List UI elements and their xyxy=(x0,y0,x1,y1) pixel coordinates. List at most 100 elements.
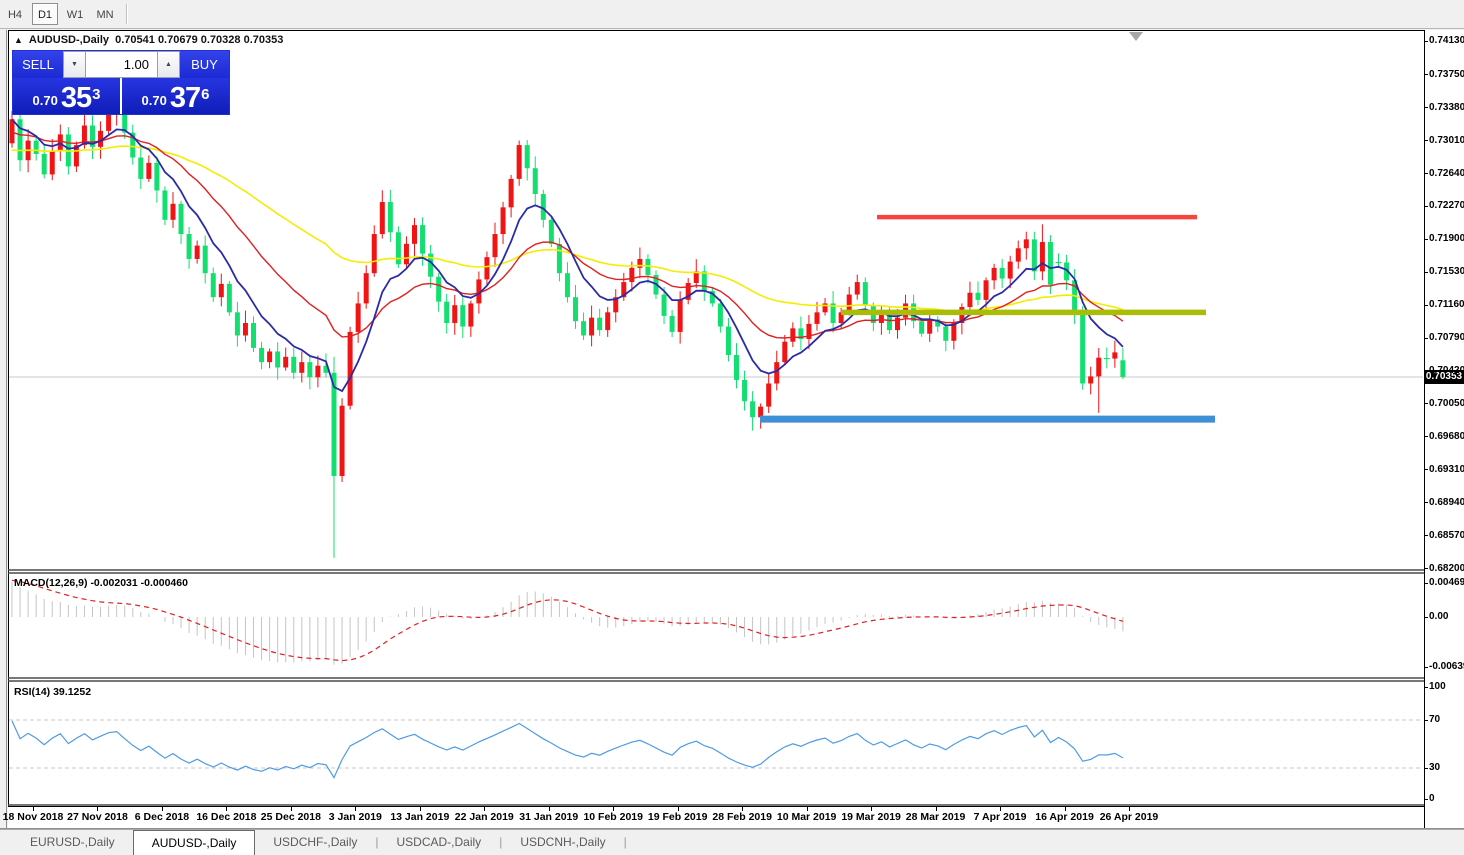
sell-price-prefix: 0.70 xyxy=(32,93,58,108)
one-click-trading-widget: SELL ▼ ▲ BUY 0.70 35 3 0.70 37 6 xyxy=(12,50,230,115)
price-axis-tick xyxy=(1424,337,1428,339)
chart-symbol-label: AUDUSD-,Daily xyxy=(28,34,109,46)
sell-price-panel[interactable]: 0.70 35 3 xyxy=(13,78,120,114)
tab-separator: | xyxy=(623,835,627,849)
date-axis-label: 6 Dec 2018 xyxy=(134,811,190,823)
price-axis-label: 0.72270 xyxy=(1429,200,1464,212)
date-axis-label: 10 Mar 2019 xyxy=(776,811,837,823)
price-axis-label: 0.71160 xyxy=(1429,299,1464,311)
date-axis-tick xyxy=(742,807,744,811)
buy-price-big: 37 xyxy=(169,82,201,114)
volume-field-wrap xyxy=(86,51,157,78)
date-axis-tick xyxy=(871,807,873,811)
date-axis-tick xyxy=(419,807,421,811)
chart-tab-audusd[interactable]: AUDUSD-,Daily xyxy=(132,830,256,855)
price-axis-pane[interactable] xyxy=(1424,30,1464,828)
volume-increase-button[interactable]: ▲ xyxy=(157,51,180,78)
price-axis-label: 0.73380 xyxy=(1429,101,1464,113)
price-axis-label: 0.69310 xyxy=(1429,463,1464,475)
macd-axis-tick xyxy=(1424,617,1428,618)
buy-price-pip: 6 xyxy=(201,86,210,103)
rsi-axis-tick xyxy=(1424,720,1428,721)
macd-axis-label: 0.00 xyxy=(1429,611,1449,622)
price-axis-tick xyxy=(1424,502,1428,504)
price-axis-tick xyxy=(1424,370,1428,372)
date-axis-label: 28 Mar 2019 xyxy=(905,811,966,823)
window-bottom-edge xyxy=(0,828,1464,829)
price-axis-label: 0.70050 xyxy=(1429,397,1464,409)
timeframe-button-d1[interactable]: D1 xyxy=(32,3,58,25)
chart-tab-eurusd[interactable]: EURUSD-,Daily xyxy=(30,835,115,849)
chart-tab-usdcad[interactable]: USDCAD-,Daily xyxy=(396,835,482,849)
rsi-axis-tick xyxy=(1424,687,1428,688)
buy-price-panel[interactable]: 0.70 37 6 xyxy=(122,78,229,114)
price-axis-tick xyxy=(1424,173,1428,175)
date-axis-tick xyxy=(1128,807,1130,811)
price-axis-tick xyxy=(1424,271,1428,273)
rsi-axis-label: 70 xyxy=(1429,714,1441,725)
price-axis-tick xyxy=(1424,238,1428,240)
price-axis-tick xyxy=(1424,205,1428,207)
date-axis-strip[interactable] xyxy=(8,806,1424,828)
date-axis-label: 18 Nov 2018 xyxy=(2,811,64,823)
macd-axis-label: -0.00639 xyxy=(1429,661,1464,672)
price-axis-label: 0.72640 xyxy=(1429,167,1464,179)
rsi-axis-label: 0 xyxy=(1429,793,1435,804)
price-axis-tick xyxy=(1424,436,1428,438)
sell-button[interactable]: SELL xyxy=(13,51,63,78)
date-axis-label: 16 Apr 2019 xyxy=(1035,811,1094,823)
date-axis-label: 26 Apr 2019 xyxy=(1099,811,1159,823)
date-axis-tick xyxy=(806,807,808,811)
price-axis-tick xyxy=(1424,535,1428,537)
date-axis-label: 22 Jan 2019 xyxy=(454,811,514,823)
price-axis-tick xyxy=(1424,40,1428,42)
date-axis-tick xyxy=(290,807,292,811)
buy-button[interactable]: BUY xyxy=(180,51,229,78)
date-axis-tick xyxy=(484,807,486,811)
current-price-badge: 0.70353 xyxy=(1424,370,1464,384)
timeframe-button-w1[interactable]: W1 xyxy=(66,9,84,21)
date-axis-label: 16 Dec 2018 xyxy=(196,811,257,823)
timeframe-button-mn[interactable]: MN xyxy=(96,9,114,21)
macd-label: MACD(12,26,9) -0.002031 -0.000460 xyxy=(14,577,188,589)
price-axis-label: 0.73010 xyxy=(1429,134,1464,146)
date-axis-label: 3 Jan 2019 xyxy=(328,811,382,823)
price-axis-label: 0.68570 xyxy=(1429,529,1464,541)
date-axis-tick xyxy=(97,807,99,811)
price-axis-tick xyxy=(1424,140,1428,142)
tab-separator: | xyxy=(499,835,503,849)
macd-axis-tick xyxy=(1424,667,1428,668)
price-axis-tick xyxy=(1424,469,1428,471)
price-axis-tick xyxy=(1424,568,1428,570)
chart-ohlc-values: 0.70541 0.70679 0.70328 0.70353 xyxy=(115,34,284,46)
price-axis-tick xyxy=(1424,107,1428,109)
date-axis-label: 7 Apr 2019 xyxy=(973,811,1027,823)
macd-axis-tick xyxy=(1424,583,1428,584)
chart-tab-usdchf[interactable]: USDCHF-,Daily xyxy=(273,835,358,849)
rsi-label: RSI(14) 39.1252 xyxy=(14,686,92,698)
date-axis-label: 19 Mar 2019 xyxy=(841,811,901,823)
window-left-edge xyxy=(6,30,7,828)
autoscroll-marker-icon xyxy=(1129,32,1143,41)
price-axis-label: 0.69680 xyxy=(1429,430,1464,442)
date-axis-label: 28 Feb 2019 xyxy=(712,811,772,823)
date-axis-label: 25 Dec 2018 xyxy=(260,811,321,823)
volume-input[interactable] xyxy=(86,52,157,77)
date-axis-tick xyxy=(548,807,550,811)
chart-canvas[interactable] xyxy=(8,30,1424,806)
chart-tab-usdcnh[interactable]: USDCNH-,Daily xyxy=(520,835,606,849)
date-axis-tick xyxy=(613,807,615,811)
timeframe-button-h4[interactable]: H4 xyxy=(7,9,23,21)
price-axis-label: 0.71530 xyxy=(1429,266,1464,278)
sell-price-big: 35 xyxy=(60,82,92,114)
price-axis-label: 0.70790 xyxy=(1429,332,1464,344)
volume-decrease-button[interactable]: ▼ xyxy=(63,51,86,78)
date-axis-tick xyxy=(226,807,228,811)
date-axis-tick xyxy=(33,807,34,811)
date-axis-tick xyxy=(1064,807,1066,811)
price-axis-tick xyxy=(1424,74,1428,76)
rsi-axis-tick xyxy=(1424,799,1428,800)
rsi-axis-label: 100 xyxy=(1429,681,1446,692)
date-axis-label: 13 Jan 2019 xyxy=(390,811,450,823)
